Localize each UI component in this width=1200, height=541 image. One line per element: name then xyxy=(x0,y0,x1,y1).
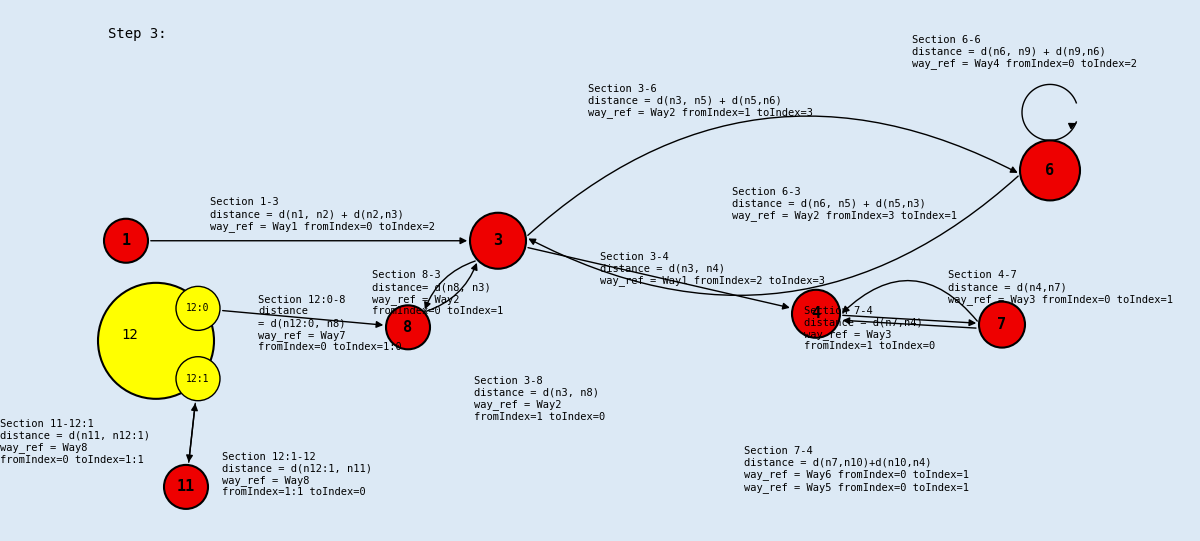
Circle shape xyxy=(104,219,148,263)
Text: Section 6-6
distance = d(n6, n9) + d(n9,n6)
way_ref = Way4 fromIndex=0 toIndex=2: Section 6-6 distance = d(n6, n9) + d(n9,… xyxy=(912,35,1138,69)
Circle shape xyxy=(176,286,220,331)
Text: 11: 11 xyxy=(176,479,196,494)
Text: Section 8-3
distance= d(n8, n3)
way_ref = Way2
fromIndex=0 toIndex=1: Section 8-3 distance= d(n8, n3) way_ref … xyxy=(372,270,503,316)
Circle shape xyxy=(1020,141,1080,200)
Text: Section 11-12:1
distance = d(n11, n12:1)
way_ref = Way8
fromIndex=0 toIndex=1:1: Section 11-12:1 distance = d(n11, n12:1)… xyxy=(0,419,150,465)
Text: Step 3:: Step 3: xyxy=(108,27,167,41)
Text: Section 4-7
distance = d(n4,n7)
way_ref = Way3 fromIndex=0 toIndex=1: Section 4-7 distance = d(n4,n7) way_ref … xyxy=(948,270,1174,305)
Circle shape xyxy=(164,465,208,509)
Text: Section 1-3
distance = d(n1, n2) + d(n2,n3)
way_ref = Way1 fromIndex=0 toIndex=2: Section 1-3 distance = d(n1, n2) + d(n2,… xyxy=(210,197,436,232)
Circle shape xyxy=(792,290,840,338)
Text: Section 3-8
distance = d(n3, n8)
way_ref = Way2
fromIndex=1 toIndex=0: Section 3-8 distance = d(n3, n8) way_ref… xyxy=(474,376,605,421)
Text: 7: 7 xyxy=(997,317,1007,332)
Circle shape xyxy=(979,301,1025,348)
Text: 12:1: 12:1 xyxy=(186,374,210,384)
Text: Section 7-4
distance = d(n7,n4)
way_ref = Way3
fromIndex=1 toIndex=0: Section 7-4 distance = d(n7,n4) way_ref … xyxy=(804,306,935,351)
Text: 3: 3 xyxy=(493,233,503,248)
Text: 12:0: 12:0 xyxy=(186,304,210,313)
Text: 12: 12 xyxy=(121,328,138,342)
Text: 4: 4 xyxy=(811,306,821,321)
Text: Section 12:1-12
distance = d(n12:1, n11)
way_ref = Way8
fromIndex=1:1 toIndex=0: Section 12:1-12 distance = d(n12:1, n11)… xyxy=(222,452,372,497)
Text: Section 3-6
distance = d(n3, n5) + d(n5,n6)
way_ref = Way2 fromIndex=1 toIndex=3: Section 3-6 distance = d(n3, n5) + d(n5,… xyxy=(588,84,814,118)
Text: Section 6-3
distance = d(n6, n5) + d(n5,n3)
way_ref = Way2 fromIndex=3 toIndex=1: Section 6-3 distance = d(n6, n5) + d(n5,… xyxy=(732,187,958,221)
Text: Section 12:0-8
distance
= d(n12:0, n8)
way_ref = Way7
fromIndex=0 toIndex=1:0: Section 12:0-8 distance = d(n12:0, n8) w… xyxy=(258,295,402,352)
Text: 8: 8 xyxy=(403,320,413,335)
Text: 1: 1 xyxy=(121,233,131,248)
Text: Section 3-4
distance = d(n3, n4)
way_ref = Way1 fromIndex=2 toIndex=3: Section 3-4 distance = d(n3, n4) way_ref… xyxy=(600,252,826,286)
Text: Section 7-4
distance = d(n7,n10)+d(n10,n4)
way_ref = Way6 fromIndex=0 toIndex=1
: Section 7-4 distance = d(n7,n10)+d(n10,n… xyxy=(744,446,970,493)
Circle shape xyxy=(386,305,430,349)
Circle shape xyxy=(470,213,526,269)
Text: 6: 6 xyxy=(1045,163,1055,178)
Circle shape xyxy=(176,357,220,401)
Circle shape xyxy=(98,283,214,399)
